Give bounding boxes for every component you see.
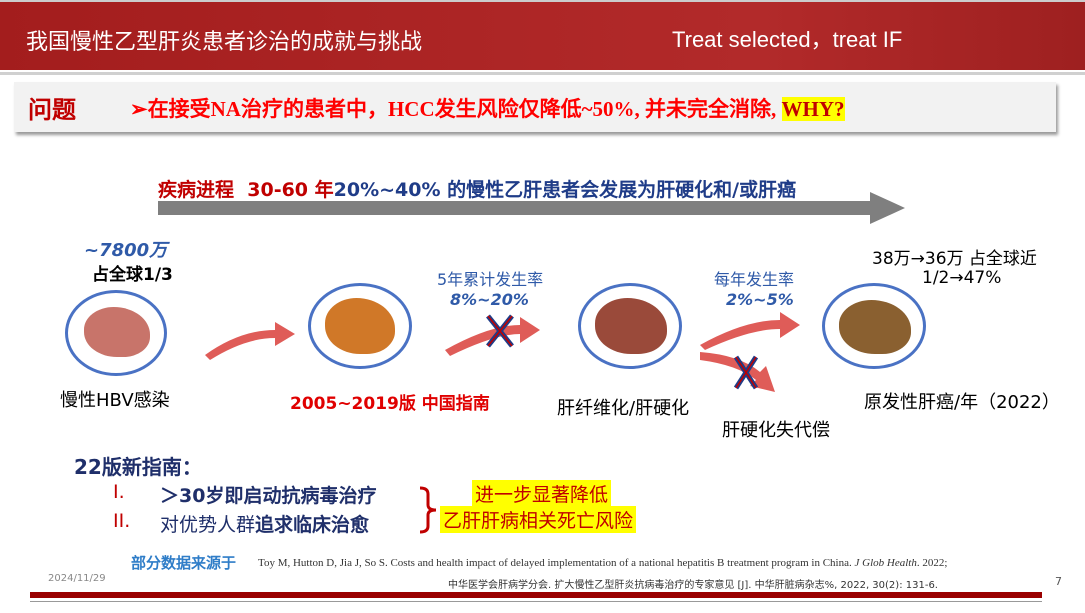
hcc-stat1: 38万→36万 占全球近 bbox=[872, 249, 1037, 269]
liver-image bbox=[325, 298, 395, 354]
source-label: 部分数据来源于 bbox=[131, 554, 237, 572]
slide-date: 2024/11/29 bbox=[48, 573, 106, 584]
hbv-count: ~7800万 bbox=[84, 240, 168, 261]
blocked-x-icon-2 bbox=[733, 355, 759, 390]
rate2-value: 2%~5% bbox=[726, 290, 794, 309]
curved-arrow-4 bbox=[700, 352, 775, 392]
hbv-share: 占全球1/3 bbox=[92, 265, 173, 285]
liver-oval-hcc bbox=[822, 283, 926, 369]
arrow-bullet-icon: ➢ bbox=[130, 97, 148, 121]
liver-image bbox=[839, 300, 911, 354]
item-num-1: I. bbox=[113, 481, 125, 503]
hcc-stat2: 1/2→47% bbox=[922, 268, 1002, 288]
curved-arrow-1 bbox=[205, 322, 295, 360]
item-text-2: 对优势人群追求临床治愈 bbox=[160, 514, 370, 536]
result-1: 进一步显著降低 bbox=[472, 480, 612, 507]
rate2-title: 每年发生率 bbox=[714, 270, 795, 289]
progression-text: 疾病进程 30-60 年20%~40% 的慢性乙肝患者会发展为肝硬化和/或肝癌 bbox=[158, 179, 797, 201]
liver-image bbox=[84, 307, 150, 357]
question-box bbox=[14, 82, 1056, 132]
liver-oval-guide bbox=[308, 283, 412, 369]
liver-image bbox=[595, 298, 667, 354]
fibrosis-label: 肝纤维化/肝硬化 bbox=[557, 398, 690, 419]
slide-title: 我国慢性乙型肝炎患者诊治的成就与挑战 bbox=[26, 30, 423, 55]
hbv-label: 慢性HBV感染 bbox=[60, 390, 170, 411]
slide-subtitle: Treat selected，treat IF bbox=[672, 27, 903, 52]
decomp-label: 肝硬化失代偿 bbox=[722, 420, 830, 441]
hcc-label: 原发性肝癌/年（2022） bbox=[864, 392, 1060, 413]
blocked-x-icon-1 bbox=[486, 314, 514, 348]
rate1-title: 5年累计发生率 bbox=[437, 270, 544, 289]
result-2: 乙肝肝病相关死亡风险 bbox=[440, 506, 637, 533]
question-text: ➢在接受NA治疗的患者中，HCC发生风险仅降低~50%, 并未完全消除, WHY… bbox=[130, 97, 845, 121]
why-highlight: WHY? bbox=[781, 97, 845, 121]
page-number: 7 bbox=[1055, 575, 1062, 588]
curved-arrow-3 bbox=[700, 312, 800, 350]
question-label: 问题 bbox=[28, 96, 76, 124]
footer-bar bbox=[30, 592, 1042, 598]
rate1-value: 8%~20% bbox=[450, 290, 529, 309]
reference-1: Toy M, Hutton D, Jia J, So S. Costs and … bbox=[258, 557, 948, 569]
guide-label: 2005~2019版 中国指南 bbox=[290, 394, 490, 414]
liver-oval-hbv bbox=[65, 290, 167, 376]
liver-oval-fibrosis bbox=[578, 283, 682, 369]
item-num-2: II. bbox=[113, 510, 131, 532]
progression-arrow bbox=[158, 192, 905, 224]
guideline22-title: 22版新指南： bbox=[74, 455, 202, 479]
bracket bbox=[419, 486, 437, 534]
reference-2: 中华医学会肝病学分会. 扩大慢性乙型肝炎抗病毒治疗的专家意见 [J]. 中华肝脏… bbox=[448, 580, 938, 591]
header-bar bbox=[0, 0, 1085, 70]
item-text-1: ＞30岁即启动抗病毒治疗 bbox=[160, 485, 377, 507]
footer-line bbox=[30, 601, 1042, 602]
divider bbox=[0, 72, 1085, 75]
